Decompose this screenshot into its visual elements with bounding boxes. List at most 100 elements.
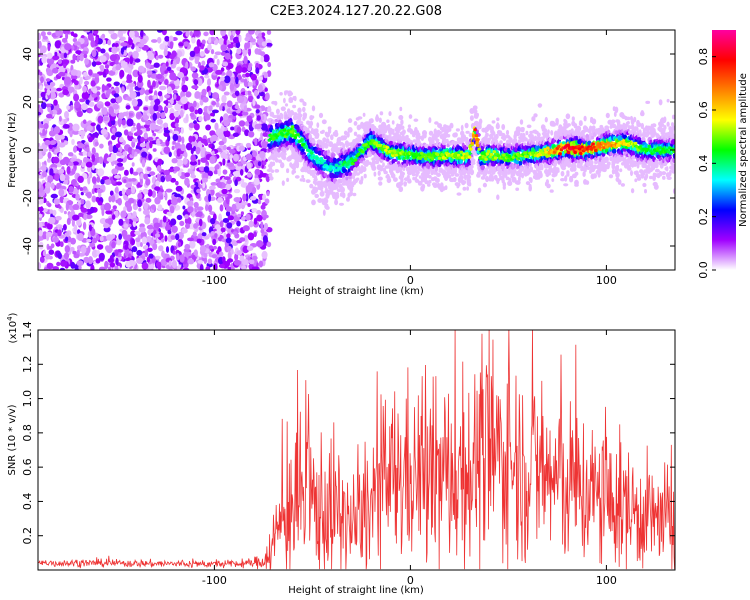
noise-cell	[222, 218, 230, 223]
signal-cell	[316, 132, 320, 138]
noise-cell	[88, 109, 92, 114]
noise-cell	[229, 35, 234, 41]
signal-cell	[547, 129, 550, 135]
noise-cell	[85, 99, 90, 105]
noise-cell	[163, 129, 171, 134]
noise-cell	[170, 218, 177, 226]
noise-cell	[180, 127, 184, 134]
noise-cell	[248, 259, 255, 265]
noise-cell	[234, 104, 240, 110]
noise-cell	[50, 127, 54, 132]
noise-cell	[250, 73, 257, 81]
noise-cell	[212, 238, 217, 246]
noise-cell	[229, 83, 235, 91]
signal-cell	[322, 209, 326, 216]
noise-cell	[139, 142, 146, 148]
noise-cell	[131, 162, 135, 167]
noise-cell	[214, 233, 218, 238]
noise-cell	[262, 132, 268, 137]
noise-cell	[56, 87, 62, 92]
signal-cell	[460, 124, 464, 131]
noise-cell	[98, 156, 104, 164]
noise-cell	[42, 35, 48, 40]
noise-cell	[236, 250, 243, 256]
noise-cell	[150, 122, 157, 131]
noise-cell	[73, 41, 81, 46]
noise-cell	[58, 152, 63, 161]
noise-cell	[257, 161, 262, 167]
noise-cell	[220, 151, 227, 159]
noise-cell	[207, 44, 212, 51]
noise-cell	[227, 258, 234, 263]
noise-cell	[156, 118, 163, 125]
noise-cell	[74, 101, 81, 109]
noise-cell	[202, 96, 209, 103]
signal-cell	[360, 175, 364, 182]
noise-cell	[215, 101, 220, 108]
noise-cell	[98, 252, 105, 261]
noise-cell	[214, 224, 221, 230]
noise-cell	[217, 197, 223, 203]
signal-cell	[496, 194, 500, 200]
noise-cell	[157, 54, 164, 59]
noise-cell	[181, 228, 188, 234]
noise-cell	[135, 237, 141, 243]
signal-cell	[283, 97, 286, 104]
noise-cell	[93, 184, 102, 189]
noise-cell	[141, 151, 148, 158]
noise-cell	[156, 165, 162, 172]
noise-cell	[246, 162, 252, 170]
noise-cell	[57, 229, 62, 237]
noise-cell	[62, 179, 69, 185]
noise-cell	[50, 182, 55, 190]
noise-cell	[136, 98, 143, 107]
noise-cell	[127, 38, 133, 46]
signal-cell	[292, 104, 297, 109]
signal-cell	[408, 114, 413, 119]
noise-cell	[164, 79, 169, 86]
noise-cell	[99, 218, 107, 225]
noise-cell	[256, 240, 264, 248]
noise-cell	[239, 145, 245, 152]
noise-cell	[157, 265, 162, 270]
noise-cell	[97, 168, 105, 177]
noise-cell	[220, 30, 227, 37]
noise-cell	[184, 214, 189, 220]
noise-cell	[223, 91, 230, 96]
noise-cell	[55, 215, 62, 221]
noise-cell	[207, 258, 213, 265]
noise-cell	[79, 53, 84, 62]
noise-cell	[154, 233, 161, 238]
noise-cell	[187, 206, 194, 213]
signal-cell	[468, 181, 472, 187]
noise-cell	[160, 65, 167, 71]
noise-cell	[65, 236, 69, 242]
noise-cell	[199, 51, 205, 57]
signal-cell	[388, 111, 392, 117]
noise-cell	[42, 128, 46, 136]
noise-cell	[164, 192, 168, 201]
noise-cell	[148, 153, 152, 161]
noise-cell	[245, 213, 251, 221]
noise-cell	[199, 166, 206, 172]
noise-cell	[237, 162, 242, 167]
noise-cell	[127, 67, 132, 75]
noise-cell	[231, 265, 235, 270]
noise-cell	[164, 35, 170, 42]
noise-cell	[260, 132, 264, 139]
noise-cell	[262, 235, 268, 243]
noise-cell	[90, 264, 95, 270]
signal-cell	[279, 124, 285, 129]
noise-cell	[103, 116, 109, 122]
noise-cell	[59, 173, 66, 182]
noise-cell	[167, 229, 172, 235]
noise-cell	[80, 245, 87, 254]
noise-cell	[260, 229, 265, 234]
noise-cell	[73, 80, 79, 86]
noise-cell	[87, 33, 94, 41]
noise-cell	[94, 61, 102, 66]
signal-cell	[551, 178, 555, 183]
noise-cell	[242, 73, 247, 78]
noise-cell	[70, 261, 76, 269]
noise-cell	[64, 43, 72, 51]
